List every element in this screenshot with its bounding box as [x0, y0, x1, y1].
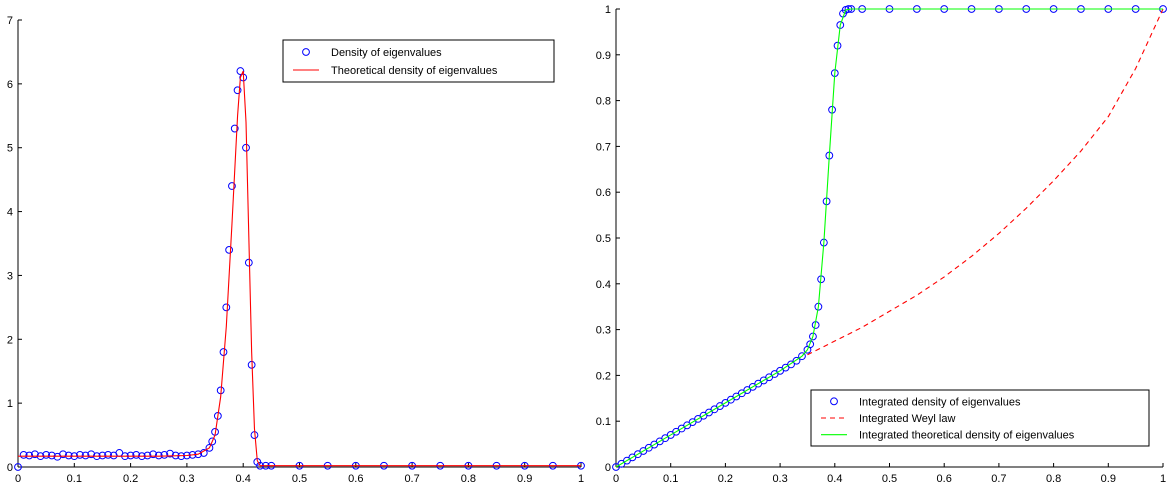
- legend-box: [282, 39, 555, 83]
- legend: Integrated density of eigenvalues Integra…: [810, 389, 1150, 447]
- legend-label: Integrated density of eigenvalues: [859, 396, 1021, 408]
- x-tick-label: 0.8: [461, 473, 476, 485]
- data-point: [154, 451, 163, 460]
- x-tick-label: 0.1: [663, 473, 678, 485]
- data-point: [87, 450, 96, 459]
- data-point: [806, 340, 815, 349]
- series-3: [615, 8, 1163, 468]
- x-tick-label: 0.2: [718, 473, 733, 485]
- x-tick-label: 0.7: [991, 473, 1006, 485]
- series-2: [807, 8, 1164, 356]
- data-point: [14, 463, 22, 471]
- series-2: [18, 70, 581, 467]
- y-tick-label: 0.2: [596, 370, 611, 382]
- y-tick-label: 0.5: [596, 233, 611, 245]
- data-point: [143, 451, 152, 460]
- x-tick-label: 0.5: [292, 473, 307, 485]
- legend-box: [810, 389, 1150, 447]
- y-tick-label: 0.7: [596, 141, 611, 153]
- data-point: [30, 450, 39, 459]
- y-tick-label: 7: [7, 15, 13, 27]
- data-point: [228, 182, 236, 190]
- legend: Density of eigenvalues Theoretical densit…: [282, 39, 555, 83]
- x-tick-label: 0.4: [827, 473, 842, 485]
- y-tick-label: 1: [605, 4, 611, 16]
- x-tick-label: 1: [1160, 473, 1166, 485]
- data-point: [798, 352, 806, 361]
- data-point: [219, 348, 228, 356]
- x-tick-label: 0: [613, 473, 619, 485]
- data-point: [208, 437, 217, 446]
- legend-marker: [830, 397, 838, 406]
- data-point: [787, 360, 795, 369]
- y-tick-label: 3: [7, 270, 13, 282]
- y-tick-label: 4: [7, 207, 13, 219]
- data-point: [792, 356, 801, 365]
- data-point: [236, 67, 245, 75]
- data-point: [809, 332, 817, 341]
- x-tick-label: 0.9: [1101, 473, 1116, 485]
- y-tick-label: 0: [605, 462, 611, 474]
- data-point: [42, 450, 51, 459]
- x-tick-label: 0.6: [348, 473, 363, 485]
- data-point: [205, 443, 214, 452]
- y-tick-label: 0.8: [596, 96, 611, 108]
- series-line: [615, 8, 1163, 468]
- data-point: [132, 450, 141, 459]
- legend-label: Density of eigenvalues: [331, 47, 442, 59]
- y-tick-label: 0.9: [596, 50, 611, 62]
- data-point: [222, 303, 231, 312]
- x-tick-label: 0.2: [123, 473, 138, 485]
- data-point: [233, 86, 242, 95]
- data-point: [149, 450, 158, 459]
- x-tick-label: 0.9: [517, 473, 532, 485]
- y-tick-label: 0.1: [596, 416, 611, 428]
- data-point: [98, 451, 107, 460]
- y-tick-label: 0.3: [596, 325, 611, 337]
- data-point: [47, 451, 56, 460]
- chart-1: 0 0.1 0.2 0.3 0.4 0.5 0.6 0.7 0.8 0.9 1 0 1 2 3 4 5 6 7 Den…: [7, 15, 585, 485]
- x-tick-label: 0.6: [937, 473, 952, 485]
- legend-label: Integrated theoretical density of eigenv…: [859, 430, 1075, 442]
- x-tick-label: 1: [578, 473, 584, 485]
- y-tick-label: 5: [7, 143, 13, 155]
- y-tick-label: 2: [7, 334, 13, 346]
- y-tick-label: 0.6: [596, 187, 611, 199]
- chart-2: 0 0.1 0.2 0.3 0.4 0.5 0.6 0.7 0.8 0.9 1 0 0.1 0.2 0.3 0…: [596, 4, 1167, 485]
- x-tick-label: 0.5: [882, 473, 897, 485]
- data-point: [19, 450, 28, 459]
- data-point: [225, 245, 234, 254]
- data-point: [126, 451, 135, 460]
- y-tick-label: 6: [7, 79, 13, 91]
- y-tick-label: 0.4: [596, 279, 611, 291]
- x-tick-label: 0.7: [404, 473, 419, 485]
- x-tick-label: 0.1: [67, 473, 82, 485]
- series-line: [807, 8, 1164, 356]
- data-point: [25, 451, 34, 460]
- x-tick-label: 0.8: [1046, 473, 1061, 485]
- series-1: [14, 67, 585, 471]
- x-tick-label: 0.4: [236, 473, 251, 485]
- legend-marker: [302, 48, 310, 56]
- data-point: [76, 450, 84, 459]
- data-point: [160, 450, 169, 459]
- data-point: [230, 124, 239, 133]
- data-point: [242, 143, 250, 152]
- data-point: [166, 449, 174, 458]
- data-point: [64, 451, 73, 460]
- x-tick-label: 0.3: [179, 473, 194, 485]
- y-tick-label: 1: [7, 398, 13, 410]
- data-point: [81, 451, 90, 460]
- data-point: [244, 258, 253, 267]
- legend-label: Theoretical density of eigenvalues: [331, 65, 498, 77]
- series-line: [18, 70, 581, 467]
- x-tick-label: 0: [15, 473, 21, 485]
- x-tick-label: 0.3: [772, 473, 787, 485]
- legend-label: Integrated Weyl law: [859, 413, 955, 425]
- y-tick-label: 0: [7, 462, 13, 474]
- data-point: [59, 450, 67, 459]
- data-point: [104, 450, 112, 459]
